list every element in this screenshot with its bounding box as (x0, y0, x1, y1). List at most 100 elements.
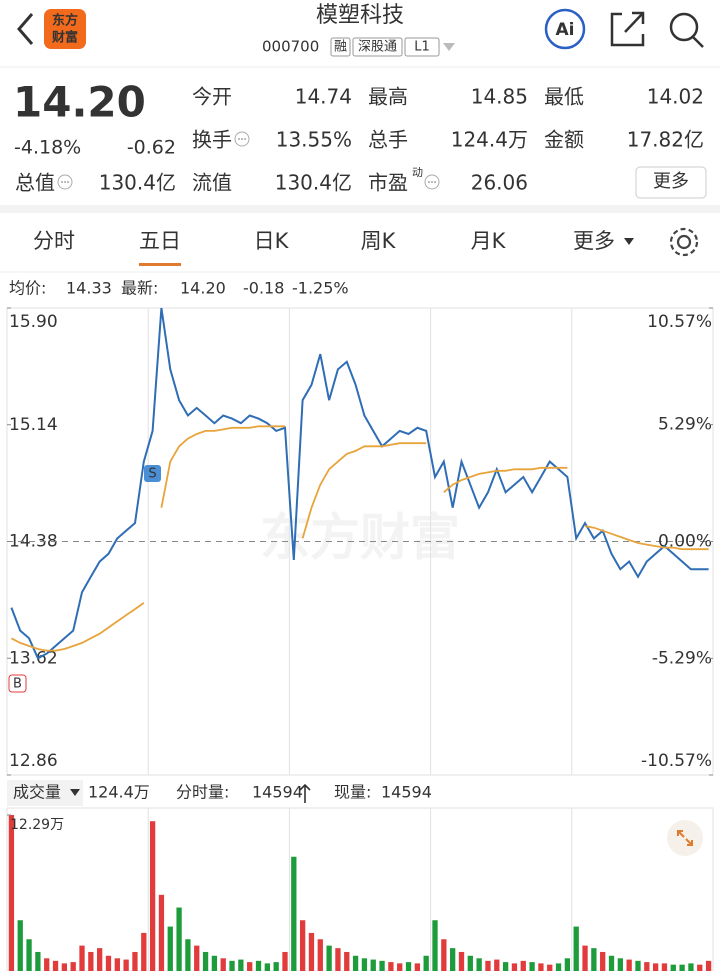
volume-bar (494, 959, 500, 971)
dropdown-icon[interactable] (443, 43, 455, 51)
ai-button[interactable] (544, 8, 586, 50)
volume-bar (573, 926, 579, 971)
tab[interactable]: 更多 (573, 229, 615, 253)
divider (0, 205, 720, 213)
volume-bar (52, 960, 59, 971)
volume-bar (688, 963, 694, 971)
volume-bar (211, 955, 218, 971)
volume-bar (97, 948, 103, 971)
volume-bar (582, 945, 588, 971)
volume-tick-label: 12.29万 (10, 817, 64, 833)
tab[interactable]: 分时 (33, 229, 75, 253)
volume-bar (158, 894, 165, 971)
volume-bar (379, 960, 385, 971)
buy-marker (8, 674, 27, 693)
volume-bar (511, 963, 518, 971)
tag-box (330, 37, 351, 57)
volume-bar (326, 945, 332, 971)
tab[interactable]: 月K (471, 229, 507, 253)
volume-bar (132, 951, 138, 971)
field-value: 13.55% (276, 128, 352, 152)
up-arrow (299, 783, 311, 803)
volume-bar (149, 821, 156, 971)
volume-bar (335, 948, 341, 971)
info-change-percent: -1.25% (292, 279, 349, 298)
more-label: 更多 (653, 171, 689, 192)
buy-marker-label: B (13, 677, 22, 692)
volume-total: 124.4万 (88, 783, 150, 802)
volume-bar (255, 960, 262, 971)
back-button[interactable] (17, 13, 34, 45)
volume-bar (388, 962, 394, 971)
tab[interactable]: 日K (254, 229, 290, 253)
volume-bar (405, 962, 412, 971)
field-label: 最低 (544, 85, 584, 109)
volume-bar (229, 960, 235, 971)
volume-bar (220, 958, 226, 971)
field-label: 流值 (192, 171, 232, 195)
volume-bar (141, 932, 147, 971)
dropdown-icon[interactable] (70, 789, 80, 796)
tag-box (404, 37, 440, 57)
volume-bar (194, 945, 200, 971)
volume-bar (661, 963, 668, 971)
volume-bar (644, 962, 650, 971)
volume-bar (564, 958, 571, 971)
volume-bar (626, 959, 632, 971)
more-button[interactable] (635, 166, 707, 199)
field-value: 26.06 (471, 171, 528, 195)
volume-bar (697, 964, 703, 971)
info-icon-dot (67, 181, 69, 183)
stock-tag: 融 (334, 40, 347, 55)
volume-bar (176, 907, 182, 971)
search-button[interactable] (669, 12, 704, 48)
expand-button[interactable] (667, 820, 703, 856)
volume-bar (520, 960, 526, 971)
info-icon-dot (61, 181, 63, 183)
volume-bar (61, 963, 68, 971)
change-percent: -4.18% (14, 137, 81, 159)
tick-volume: 14594 (252, 783, 303, 802)
volume-bar (705, 960, 712, 971)
volume-bar (79, 945, 85, 971)
volume-bar (502, 962, 509, 971)
field-superscript: 动 (412, 166, 423, 179)
volume-bar (70, 962, 76, 971)
volume-bar (529, 962, 535, 971)
field-value: 14.85 (471, 85, 528, 109)
y2-tick-label: 0.00% (658, 532, 712, 552)
volume-bar (467, 955, 473, 971)
tab-underline (139, 263, 181, 266)
volume-bar (538, 963, 544, 971)
volume-bar (617, 958, 623, 971)
info-icon (57, 174, 73, 190)
volume-bar (476, 958, 482, 971)
stock-name: 模塑科技 (316, 3, 404, 28)
volume-bar (8, 815, 15, 971)
share-button[interactable] (610, 11, 645, 47)
volume-bar (202, 951, 209, 971)
tab[interactable]: 周K (361, 229, 397, 253)
field-label: 总值 (15, 171, 55, 195)
field-label: 金额 (544, 128, 584, 152)
field-label: 市盈 (368, 171, 408, 195)
info-icon-dot (241, 138, 243, 140)
info-icon-dot (428, 181, 430, 183)
volume-bar (26, 939, 32, 971)
volume-bar (282, 951, 288, 971)
info-icon-dot (64, 181, 66, 183)
volume-bar (35, 951, 41, 971)
volume-frame (6, 807, 714, 971)
volume-bar (423, 955, 429, 971)
volume-bar (635, 960, 641, 971)
volume-bar (238, 959, 244, 971)
info-icon-dot (431, 181, 433, 183)
volume-selector-label: 成交量 (13, 783, 61, 802)
tab[interactable]: 五日 (139, 229, 181, 253)
volume-bar (591, 948, 597, 971)
volume-bar (299, 920, 306, 971)
volume-selector[interactable] (7, 780, 83, 806)
dropdown-icon[interactable] (624, 238, 634, 245)
now-volume: 14594 (381, 783, 432, 802)
settings-button[interactable] (669, 227, 699, 257)
